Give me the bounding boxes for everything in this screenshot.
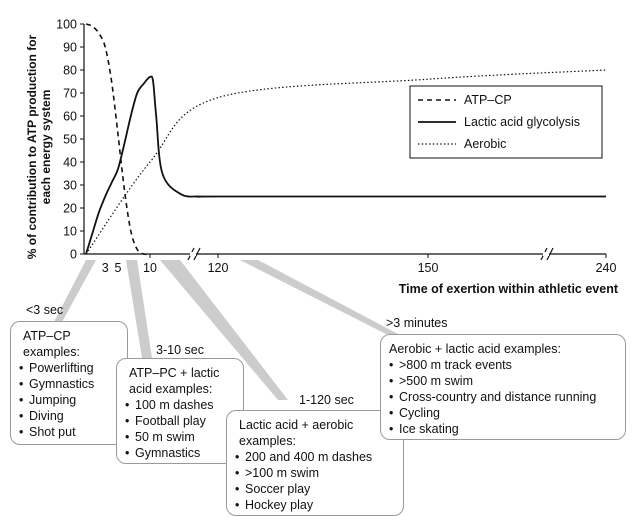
callout-list-item: Cross-country and distance running [389,389,617,405]
legend-label-atp-cp: ATP–CP [464,93,512,107]
callout-wedge-aerobic-lactic [240,260,398,334]
callout-list-item: Jumping [19,392,119,408]
callout-list-item: 50 m swim [125,429,235,445]
callout-wedge-atp-cp [54,260,96,322]
y-tick-label: 100 [56,18,77,32]
callout-heading: ATP–CP examples: [23,329,80,359]
x-tick-label: 120 [208,261,229,275]
y-tick-label: 40 [63,156,77,170]
y-tick-label: 20 [63,202,77,216]
callout-box-atp-cp: ATP–CP examples: PowerliftingGymnasticsJ… [10,321,128,445]
callout-box-atp-pc-lactic: ATP–PC + lactic acid examples: 100 m das… [116,358,244,464]
legend-label-lactic: Lactic acid glycolysis [464,115,580,129]
callout-list-item: Soccer play [235,481,395,497]
callout-wedge-atp-pc-lactic [126,260,152,358]
callout-list-item: Diving [19,408,119,424]
y-tick-label: 10 [63,225,77,239]
callout-list-item: 100 m dashes [125,397,235,413]
callout-list: 100 m dashesFootball play50 m swimGymnas… [125,397,235,461]
y-tick-label: 90 [63,41,77,55]
callout-list-item: 200 and 400 m dashes [235,449,395,465]
x-tick-label: 240 [596,261,617,275]
y-tick-label: 50 [63,133,77,147]
callout-list-item: Ice skating [389,421,617,437]
x-axis-title: Time of exertion within athletic event [399,282,619,296]
y-tick-label: 0 [70,248,77,262]
series-line-aerobic [85,69,607,255]
callout-list-item: Hockey play [235,497,395,513]
callout-list-item: Shot put [19,424,119,440]
callout-list-item: Gymnastics [125,445,235,461]
callout-heading: Aerobic + lactic acid examples: [389,342,561,356]
callout-list-item: Cycling [389,405,617,421]
legend: ATP–CP Lactic acid glycolysis Aerobic [409,85,603,159]
x-tick-label: 3 [102,261,109,275]
callout-list-item: >800 m track events [389,357,617,373]
callout-list-item: >100 m swim [235,465,395,481]
callout-time-label: <3 sec [26,303,64,317]
callout-list-item: Gymnastics [19,376,119,392]
callout-wedge-lactic-aerobic [160,260,288,400]
y-axis-ticks: 0 10 20 30 40 50 60 70 80 90 100 [56,18,84,262]
y-tick-label: 70 [63,87,77,101]
series-line-lactic-acid-glycolysis [85,75,606,255]
svg-text:each energy system: each energy system [39,90,53,205]
y-tick-label: 30 [63,179,77,193]
callout-list-item: Football play [125,413,235,429]
x-tick-label: 150 [418,261,439,275]
x-tick-label: 5 [115,261,122,275]
callout-heading: Lactic acid + aerobic examples: [239,418,354,448]
legend-label-aerobic: Aerobic [464,137,506,151]
y-tick-label: 60 [63,110,77,124]
callout-time-label: 3-10 sec [156,343,204,357]
callout-time-label: >3 minutes [386,316,448,330]
callout-list: 200 and 400 m dashes>100 m swimSoccer pl… [235,449,395,513]
svg-text:% of contribution to ATP produ: % of contribution to ATP production for [25,34,39,259]
callout-box-lactic-aerobic: Lactic acid + aerobic examples: 200 and … [226,410,404,516]
series-line-atp-cp [85,23,151,256]
callout-list: >800 m track events>500 m swimCross-coun… [389,357,617,437]
y-axis-title: % of contribution to ATP production for … [25,34,53,259]
callout-time-label: 1-120 sec [299,393,354,407]
x-axis-ticks: 3 5 10 120 150 240 [102,254,617,275]
x-tick-label: 10 [143,261,157,275]
callout-box-aerobic-lactic: Aerobic + lactic acid examples: >800 m t… [380,334,626,440]
callout-list-item: Powerlifting [19,360,119,376]
callout-list-item: >500 m swim [389,373,617,389]
callout-list: PowerliftingGymnasticsJumpingDivingShot … [19,360,119,440]
y-tick-label: 80 [63,64,77,78]
callout-heading: ATP–PC + lactic acid examples: [129,366,220,396]
